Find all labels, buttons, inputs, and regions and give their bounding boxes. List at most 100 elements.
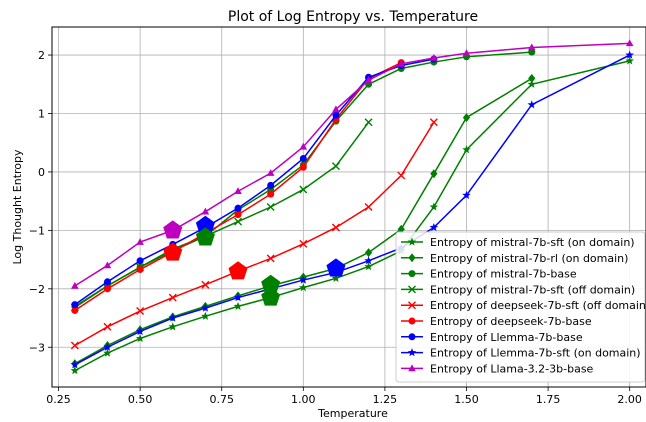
data-point: [527, 100, 537, 109]
data-point: [70, 366, 80, 375]
data-point: [103, 278, 111, 286]
data-point: [364, 248, 373, 258]
series-5: [70, 118, 438, 350]
y-axis-label: Log Thought Entropy: [11, 149, 24, 265]
legend-marker: [408, 270, 416, 278]
data-point: [168, 322, 178, 331]
data-point: [234, 217, 243, 226]
y-tick-label: −1: [29, 224, 45, 237]
data-point: [625, 56, 634, 65]
legend-marker: [408, 285, 416, 294]
highlight-pentagon: [261, 287, 281, 306]
data-point: [331, 273, 341, 282]
legend-label: Entropy of Llama-3.2-3b-base: [430, 362, 594, 375]
x-axis-label: Temperature: [317, 407, 388, 420]
data-point: [135, 333, 145, 343]
data-point: [397, 59, 406, 67]
data-point: [201, 303, 210, 312]
data-point: [201, 207, 210, 215]
data-point: [462, 145, 471, 154]
plot-frame: [51, 26, 646, 388]
data-point: [103, 348, 112, 357]
data-point: [364, 118, 373, 127]
data-point: [103, 261, 112, 269]
data-point: [462, 49, 471, 57]
data-point: [397, 171, 406, 180]
data-point: [168, 293, 177, 302]
legend-marker: [408, 317, 416, 325]
series-line: [74, 121, 435, 347]
data-point: [429, 118, 438, 127]
data-point: [299, 239, 308, 248]
data-point: [233, 301, 243, 310]
data-point: [201, 280, 210, 289]
data-point: [266, 254, 275, 263]
data-point: [364, 203, 373, 211]
legend-item: Entropy of deepseek-7b-base: [401, 315, 592, 328]
data-point: [299, 154, 307, 162]
data-point: [299, 275, 308, 284]
data-point: [364, 262, 373, 271]
series-line: [74, 121, 370, 309]
data-point: [332, 111, 340, 119]
highlight-pentagon: [195, 227, 215, 246]
x-tick-label: 0.25: [46, 393, 71, 406]
data-point: [168, 313, 178, 322]
data-point: [70, 360, 80, 369]
data-point: [71, 281, 79, 289]
series-8: [70, 50, 634, 369]
data-point: [201, 311, 210, 320]
highlight-pentagon: [163, 220, 183, 239]
data-point: [430, 169, 438, 179]
legend-label: Entropy of deepseek-7b-sft (off domain): [430, 299, 646, 312]
y-tick-label: −2: [29, 283, 45, 296]
series-line: [74, 58, 435, 306]
legend-marker: [408, 333, 416, 341]
data-point: [299, 142, 308, 150]
data-point: [71, 306, 79, 314]
data-point: [136, 307, 145, 316]
data-point: [233, 293, 243, 302]
y-tick-label: 1: [38, 107, 45, 120]
legend-box: [395, 231, 646, 383]
data-point: [266, 169, 275, 176]
legend-label: Entropy of mistral-7b-sft (off domain): [430, 283, 635, 296]
x-tick-label: 0.50: [128, 393, 153, 406]
x-tick-label: 1.75: [536, 393, 561, 406]
data-point: [462, 113, 471, 123]
legend-label: Entropy of Llemma-7b-sft (on domain): [430, 347, 641, 360]
data-point: [429, 202, 439, 211]
data-point: [234, 211, 242, 219]
legend-item: Entropy of mistral-7b-sft (on domain): [401, 236, 635, 249]
x-axis-ticks: 0.25 0.50 0.75 1.00 1.25 1.50 1.75 2.00: [46, 387, 642, 406]
y-tick-label: 2: [38, 49, 45, 62]
data-point: [528, 48, 536, 56]
data-point: [527, 43, 536, 51]
x-tick-label: 2.00: [617, 393, 642, 406]
data-point: [136, 257, 144, 265]
data-point: [136, 266, 144, 274]
legend-item: Entropy of Llemma-7b-sft (on domain): [401, 347, 641, 360]
chart-title: Plot of Log Entropy vs. Temperature: [228, 9, 478, 25]
data-point: [364, 76, 373, 83]
legend-item: Entropy of mistral-7b-rl (on domain): [401, 252, 628, 265]
legend-item: Entropy of deepseek-7b-sft (off domain): [401, 299, 646, 312]
data-point: [299, 185, 308, 194]
highlight-pentagon: [228, 261, 248, 280]
data-point: [332, 105, 340, 113]
x-tick-label: 1.25: [373, 393, 398, 406]
legend-label: Entropy of mistral-7b-sft (on domain): [430, 236, 635, 249]
data-point: [299, 283, 308, 292]
data-point: [625, 50, 634, 59]
data-point: [71, 301, 79, 309]
legend-marker: [408, 253, 416, 263]
data-point: [397, 224, 405, 234]
legend-label: Entropy of Llemma-7b-base: [430, 331, 583, 344]
legend-label: Entropy of mistral-7b-base: [430, 268, 577, 281]
highlight-pentagon: [163, 242, 183, 261]
data-point: [299, 163, 307, 171]
data-point: [135, 326, 145, 336]
data-point: [234, 187, 242, 195]
y-tick-label: 0: [38, 166, 45, 179]
highlight-pentagon: [261, 274, 281, 293]
